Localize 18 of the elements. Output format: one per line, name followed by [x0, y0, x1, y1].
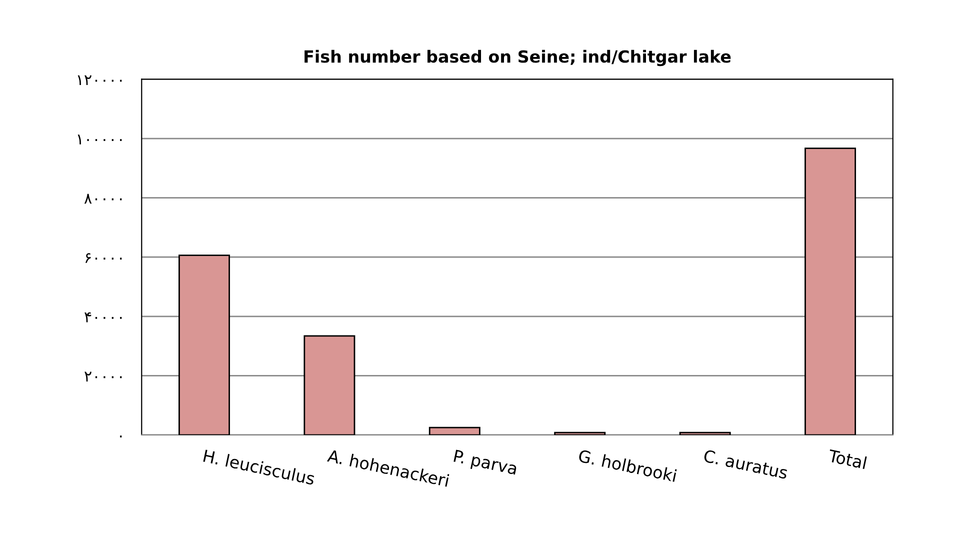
bar	[554, 432, 606, 435]
y-tick-label: ۱۲۰۰۰۰	[78, 75, 122, 86]
x-tick-label: G. holbrooki	[578, 449, 677, 482]
bar	[679, 432, 731, 435]
bar	[428, 426, 480, 435]
y-tick-label: ۴۰۰۰۰	[84, 312, 122, 322]
y-tick-label: ۰	[120, 436, 122, 438]
bar	[804, 148, 856, 435]
x-tick-label: C. auratus	[703, 449, 788, 480]
y-tick-label: ۶۰۰۰۰	[85, 253, 122, 263]
bar	[178, 254, 230, 435]
x-tick-label: Total	[828, 448, 867, 470]
x-tick-label: P. parva	[452, 450, 518, 478]
bar	[304, 335, 356, 435]
y-tick-label: ۲۰۰۰۰	[84, 372, 122, 382]
y-tick-label: ۱۰۰۰۰۰	[78, 134, 122, 144]
chart-title: Fish number based on Seine; ind/Chitgar lake	[304, 50, 731, 66]
y-tick-label: ۸۰۰۰۰	[84, 194, 122, 204]
